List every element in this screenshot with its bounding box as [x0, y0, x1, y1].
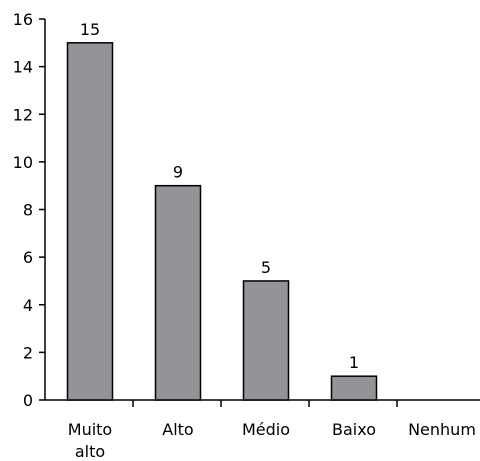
bar [242, 280, 290, 401]
x-axis: Muito alto Alto Médio Baixo Nenhum [45, 399, 480, 461]
bar-value-label: 15 [80, 20, 100, 39]
y-tick-label: 10 [13, 153, 33, 172]
x-category-label: Nenhum [408, 420, 476, 439]
x-category-label: Médio [242, 420, 290, 439]
y-tick-label: 16 [13, 10, 33, 29]
x-category-label: Baixo [332, 420, 376, 439]
y-tick-label: 8 [23, 201, 33, 220]
data-labels: 15 9 5 1 [80, 20, 359, 372]
bar [330, 375, 378, 401]
y-tick-label: 0 [23, 391, 33, 410]
y-axis: 0 2 4 6 8 10 12 14 16 [13, 10, 46, 410]
y-tick-label: 12 [13, 105, 33, 124]
bar-value-label: 9 [173, 163, 183, 182]
y-tick-label: 4 [23, 296, 33, 315]
y-tick-label: 6 [23, 248, 33, 267]
y-tick-label: 2 [23, 343, 33, 362]
x-category-label: Alto [162, 420, 193, 439]
bars [66, 42, 378, 401]
bar-value-label: 1 [349, 353, 359, 372]
bar [154, 184, 202, 401]
bar-value-label: 5 [261, 258, 271, 277]
x-category-label: Muito alto [68, 420, 112, 461]
bar [66, 42, 114, 401]
y-tick-label: 14 [13, 58, 33, 77]
